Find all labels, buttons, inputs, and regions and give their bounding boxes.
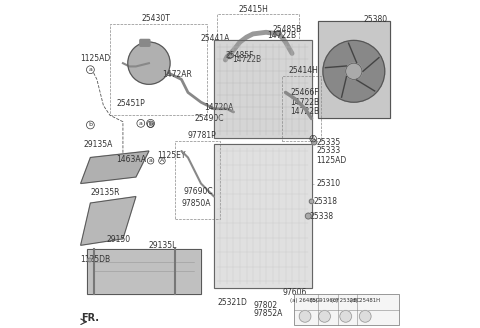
Text: 29135R: 29135R: [90, 188, 120, 196]
Text: 14720A: 14720A: [204, 103, 234, 112]
Text: A: A: [311, 136, 315, 141]
Text: 1472AR: 1472AR: [162, 70, 192, 79]
Circle shape: [360, 311, 371, 322]
Text: 25321D: 25321D: [217, 298, 247, 307]
Text: FR.: FR.: [81, 314, 99, 323]
Text: 97852A: 97852A: [253, 309, 282, 318]
Text: 25485F: 25485F: [226, 51, 254, 60]
Polygon shape: [81, 196, 136, 245]
Bar: [110, 24, 207, 115]
Text: (a) 26485G: (a) 26485G: [290, 298, 320, 303]
Text: 14722B: 14722B: [290, 108, 320, 116]
Text: 14722B: 14722B: [268, 31, 297, 40]
Text: (d) 25481H: (d) 25481H: [350, 298, 380, 303]
Text: 25485B: 25485B: [273, 25, 302, 33]
Text: (b) 91960F: (b) 91960F: [310, 298, 339, 303]
FancyBboxPatch shape: [318, 21, 390, 118]
Text: 97850A: 97850A: [181, 198, 211, 208]
Text: b: b: [88, 122, 92, 128]
Bar: [294, 294, 399, 325]
Text: 25318: 25318: [313, 197, 337, 206]
Text: 25338: 25338: [310, 212, 334, 220]
Polygon shape: [87, 249, 201, 294]
Text: 25380: 25380: [363, 15, 388, 24]
Text: 1463AA: 1463AA: [117, 154, 146, 164]
Bar: [175, 141, 220, 219]
FancyBboxPatch shape: [140, 39, 150, 46]
Text: 25414H: 25414H: [289, 66, 319, 74]
Text: 29135A: 29135A: [84, 140, 113, 149]
Circle shape: [305, 213, 311, 219]
Circle shape: [323, 40, 385, 102]
Bar: [318, 21, 390, 118]
Circle shape: [346, 63, 362, 79]
Text: b: b: [149, 122, 153, 127]
Polygon shape: [81, 151, 149, 183]
Bar: [282, 76, 321, 141]
Text: 29135L: 29135L: [149, 241, 177, 250]
Text: 25335: 25335: [316, 138, 341, 147]
Text: 25333: 25333: [316, 147, 341, 155]
Circle shape: [340, 311, 351, 322]
Text: 97606: 97606: [282, 288, 307, 297]
Text: A: A: [160, 158, 164, 163]
Text: 29150: 29150: [107, 235, 131, 244]
Text: (c) 25328C: (c) 25328C: [331, 298, 360, 303]
Text: 25466F: 25466F: [290, 88, 319, 97]
Text: 97802: 97802: [253, 301, 277, 310]
Circle shape: [299, 311, 311, 322]
Polygon shape: [214, 145, 312, 288]
Circle shape: [88, 258, 92, 262]
Text: 25451P: 25451P: [117, 99, 145, 108]
Text: 97781P: 97781P: [188, 131, 216, 140]
Circle shape: [319, 311, 330, 322]
Circle shape: [128, 42, 170, 84]
Text: 97690C: 97690C: [183, 187, 213, 196]
Text: 14722B: 14722B: [232, 55, 261, 64]
Text: 1125AD: 1125AD: [316, 156, 347, 165]
Text: 25490C: 25490C: [194, 114, 224, 123]
Text: a: a: [149, 158, 153, 163]
Circle shape: [312, 140, 317, 145]
Text: 14722B: 14722B: [290, 98, 320, 107]
Text: 1125DB: 1125DB: [81, 256, 111, 264]
Circle shape: [309, 199, 314, 204]
Text: 25430T: 25430T: [141, 13, 170, 23]
Text: a: a: [139, 121, 143, 126]
Text: 1125EY: 1125EY: [157, 151, 186, 160]
Text: a: a: [88, 67, 92, 72]
Text: 25310: 25310: [316, 179, 340, 188]
Text: 25441A: 25441A: [201, 34, 230, 43]
Text: b: b: [149, 121, 153, 126]
Text: 1125AD: 1125AD: [81, 54, 111, 63]
Bar: [217, 14, 299, 89]
Text: 25415H: 25415H: [238, 5, 268, 14]
Polygon shape: [214, 40, 312, 138]
